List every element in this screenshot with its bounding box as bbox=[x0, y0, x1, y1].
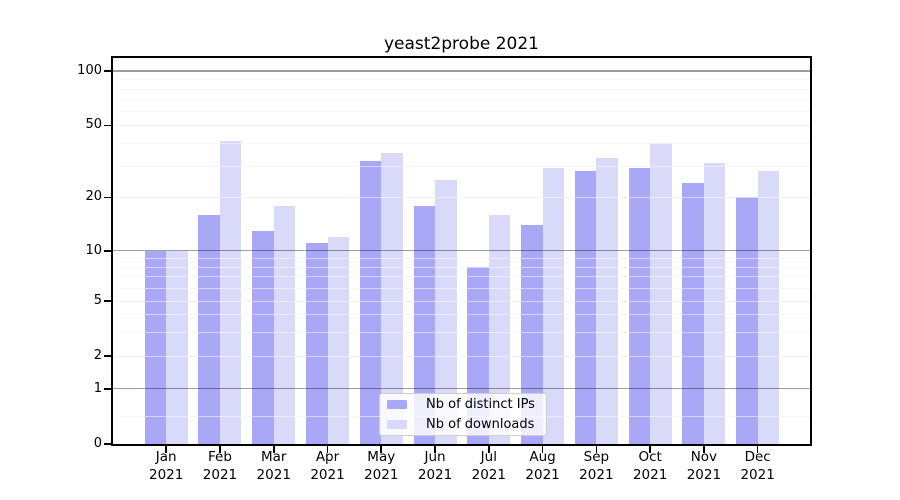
major-gridline-1 bbox=[113, 388, 810, 390]
bar-distinct-ips-sep bbox=[574, 171, 597, 444]
minor-gridline-overlay-40 bbox=[113, 142, 810, 144]
minor-gridline-overlay-8 bbox=[113, 266, 810, 268]
y-tick-label-20: 20 bbox=[85, 189, 102, 205]
bar-downloads-aug bbox=[542, 168, 565, 444]
y-tick-label-2: 2 bbox=[93, 347, 102, 363]
legend-label-downloads: Nb of downloads bbox=[426, 417, 535, 433]
x-tick-label-sep: Sep 2021 bbox=[579, 449, 614, 483]
bar-distinct-ips-jan bbox=[144, 250, 167, 444]
x-tick-label-jan: Jan 2021 bbox=[149, 449, 184, 483]
bar-distinct-ips-may bbox=[359, 160, 382, 444]
bar-distinct-ips-feb bbox=[198, 214, 220, 444]
x-tick-label-aug: Aug 2021 bbox=[525, 449, 560, 483]
x-tick-may bbox=[380, 446, 383, 453]
gridline-overlay-50 bbox=[113, 125, 810, 127]
y-tick-label-50: 50 bbox=[85, 117, 102, 133]
bar-distinct-ips-aug bbox=[521, 224, 543, 444]
bar-downloads-jun bbox=[435, 179, 457, 444]
x-tick-label-jul: Jul 2021 bbox=[471, 449, 506, 483]
bar-downloads-nov bbox=[703, 163, 726, 444]
bar-downloads-may bbox=[381, 153, 403, 444]
gridline-overlay-20 bbox=[113, 197, 810, 199]
legend-label-distinct-ips: Nb of distinct IPs bbox=[426, 396, 535, 412]
x-tick-label-nov: Nov 2021 bbox=[686, 449, 722, 483]
bar-downloads-mar bbox=[273, 205, 296, 444]
gridline-overlay-2 bbox=[113, 355, 810, 357]
x-tick-label-may: May 2021 bbox=[364, 449, 399, 483]
bar-downloads-jan bbox=[166, 250, 188, 444]
legend-swatch-distinct-ips bbox=[387, 399, 407, 409]
legend-item-distinct-ips: Nb of distinct IPs bbox=[380, 394, 546, 415]
y-tick-1 bbox=[104, 387, 112, 390]
gridline-overlay-5 bbox=[113, 300, 810, 302]
bar-downloads-oct bbox=[650, 142, 672, 444]
y-tick-50 bbox=[104, 124, 112, 127]
x-tick-dec bbox=[756, 446, 759, 453]
x-tick-label-dec: Dec 2021 bbox=[740, 449, 775, 483]
bar-distinct-ips-nov bbox=[682, 183, 704, 444]
y-tick-0 bbox=[104, 443, 112, 445]
x-tick-sep bbox=[595, 446, 598, 453]
bar-distinct-ips-dec bbox=[736, 197, 758, 444]
minor-gridline-overlay-7 bbox=[113, 276, 810, 278]
bar-distinct-ips-apr bbox=[306, 243, 328, 444]
minor-gridline-overlay-4 bbox=[113, 314, 810, 316]
x-tick-label-mar: Mar 2021 bbox=[256, 449, 291, 483]
minor-gridline-overlay-80 bbox=[113, 88, 810, 90]
x-tick-label-oct: Oct 2021 bbox=[632, 449, 668, 483]
bar-distinct-ips-mar bbox=[252, 230, 274, 444]
y-tick-label-5: 5 bbox=[93, 292, 102, 308]
bar-downloads-feb bbox=[219, 141, 242, 444]
major-gridline-100 bbox=[113, 70, 810, 72]
plot-area bbox=[113, 58, 810, 444]
legend-item-downloads: Nb of downloads bbox=[380, 415, 546, 436]
minor-gridline-overlay-60 bbox=[113, 111, 810, 113]
bar-downloads-jul bbox=[488, 214, 511, 444]
major-gridline-10 bbox=[113, 250, 810, 252]
y-tick-5 bbox=[104, 299, 112, 302]
y-tick-20 bbox=[104, 196, 112, 199]
x-tick-label-feb: Feb 2021 bbox=[202, 449, 238, 483]
y-tick-label-0: 0 bbox=[93, 436, 102, 451]
y-tick-10 bbox=[104, 249, 112, 252]
legend: Nb of distinct IPs Nb of downloads bbox=[379, 393, 547, 436]
x-tick-mar bbox=[272, 446, 275, 453]
minor-gridline-overlay-70 bbox=[113, 98, 810, 100]
bar-distinct-ips-jun bbox=[413, 205, 436, 444]
y-tick-label-10: 10 bbox=[85, 242, 102, 258]
minor-gridline-overlay-6 bbox=[113, 287, 810, 289]
x-tick-jun bbox=[434, 446, 436, 453]
bar-distinct-ips-oct bbox=[628, 168, 651, 444]
y-tick-label-1: 1 bbox=[93, 380, 102, 396]
x-tick-oct bbox=[649, 446, 651, 453]
x-tick-label-jun: Jun 2021 bbox=[417, 449, 453, 483]
minor-gridline-overlay-9 bbox=[113, 258, 810, 260]
minor-gridline-overlay-30 bbox=[113, 165, 810, 167]
chart-title: yeast2probe 2021 bbox=[383, 34, 539, 54]
x-tick-label-apr: Apr 2021 bbox=[310, 449, 345, 483]
x-tick-jul bbox=[488, 446, 490, 453]
legend-swatch-downloads bbox=[387, 420, 407, 430]
bar-downloads-dec bbox=[757, 171, 780, 444]
x-tick-apr bbox=[326, 446, 329, 453]
x-tick-aug bbox=[541, 446, 544, 453]
y-tick-100 bbox=[104, 70, 112, 72]
y-tick-label-100: 100 bbox=[77, 63, 102, 78]
minor-gridline-overlay-3 bbox=[113, 331, 810, 333]
y-tick-2 bbox=[104, 355, 112, 357]
minor-gridline-overlay-90 bbox=[113, 79, 810, 81]
x-tick-jan bbox=[165, 446, 167, 453]
x-tick-nov bbox=[703, 446, 705, 453]
x-tick-feb bbox=[219, 446, 221, 453]
